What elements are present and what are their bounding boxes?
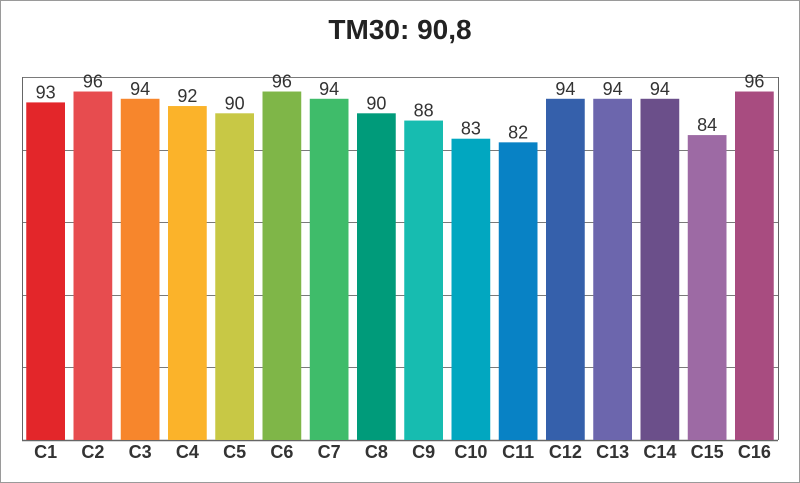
tick-label-c15: C15 xyxy=(691,442,724,462)
data-label-c12: 94 xyxy=(555,79,575,99)
data-label-c10: 83 xyxy=(461,119,481,139)
tick-label-c9: C9 xyxy=(412,442,435,462)
bar-c13 xyxy=(593,98,632,440)
data-label-c8: 90 xyxy=(366,93,386,113)
data-labels: 93 96 94 92 90 96 94 90 88 83 82 94 94 94 84 96 xyxy=(36,72,765,143)
bar-c7 xyxy=(309,98,349,440)
data-label-c2: 96 xyxy=(83,72,103,92)
data-label-c14: 94 xyxy=(650,79,670,99)
data-label-c9: 88 xyxy=(414,101,434,121)
tick-label-c6: C6 xyxy=(270,442,293,462)
bar-c3 xyxy=(120,98,160,440)
chart-title: TM30: 90,8 xyxy=(328,14,472,45)
tick-label-c13: C13 xyxy=(596,442,629,462)
tick-label-c3: C3 xyxy=(129,442,152,462)
tick-label-c12: C12 xyxy=(549,442,582,462)
data-label-c13: 94 xyxy=(603,79,623,99)
bar-c15 xyxy=(687,135,727,440)
tick-label-c1: C1 xyxy=(34,442,57,462)
data-label-c15: 84 xyxy=(697,115,717,135)
bar-c11 xyxy=(498,142,538,440)
bar-c4 xyxy=(168,106,207,440)
bar-c8 xyxy=(357,113,396,441)
tick-label-c5: C5 xyxy=(223,442,246,462)
bar-c6 xyxy=(262,91,302,441)
tick-label-c14: C14 xyxy=(643,442,676,462)
bar-c9 xyxy=(404,120,443,440)
category-tick-labels: C1 C2 C3 C4 C5 C6 C7 C8 C9 C10 C11 C12 C13 C14 C15 C16 xyxy=(34,442,771,462)
bar-c2 xyxy=(73,91,113,441)
data-label-c6: 96 xyxy=(272,72,292,92)
data-label-c1: 93 xyxy=(36,82,56,102)
data-label-c7: 94 xyxy=(319,79,339,99)
tick-label-c16: C16 xyxy=(738,442,771,462)
bars xyxy=(26,91,774,441)
bar-c1 xyxy=(26,102,65,440)
tick-label-c7: C7 xyxy=(318,442,341,462)
data-label-c16: 96 xyxy=(744,72,764,92)
data-label-c3: 94 xyxy=(130,79,150,99)
bar-c10 xyxy=(451,138,491,440)
tick-label-c4: C4 xyxy=(176,442,199,462)
bar-c14 xyxy=(640,98,680,440)
tick-label-c8: C8 xyxy=(365,442,388,462)
bar-c12 xyxy=(546,98,585,440)
data-label-c5: 90 xyxy=(225,93,245,113)
bar-c16 xyxy=(735,91,774,441)
data-label-c4: 92 xyxy=(177,86,197,106)
tick-label-c10: C10 xyxy=(454,442,487,462)
tick-label-c11: C11 xyxy=(502,442,534,462)
data-label-c11: 82 xyxy=(508,122,528,142)
tick-label-c2: C2 xyxy=(81,442,104,462)
bar-c5 xyxy=(215,113,254,441)
